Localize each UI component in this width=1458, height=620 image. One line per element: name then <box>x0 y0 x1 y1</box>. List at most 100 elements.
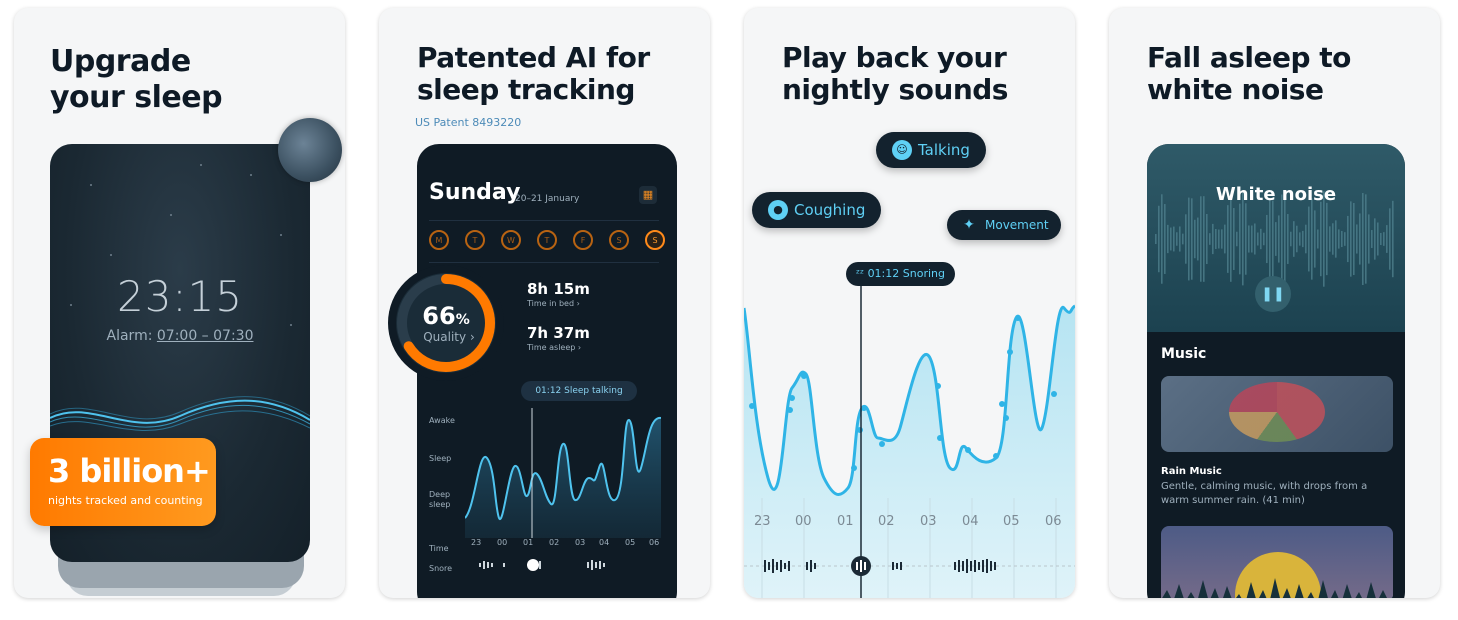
hour-tick: 03 <box>920 514 937 529</box>
divider <box>429 262 659 263</box>
noise-bar <box>1317 229 1319 249</box>
noise-bar <box>1371 230 1373 248</box>
snore-tip-text: 01:12 Snoring <box>867 267 945 280</box>
day-button-selected[interactable]: S <box>645 230 665 250</box>
clock-time: 23:15 <box>116 272 244 321</box>
track-artwork-sunset[interactable] <box>1161 526 1393 598</box>
noise-bar <box>1254 223 1256 255</box>
noise-bar <box>1323 191 1325 287</box>
noise-bar <box>1290 231 1292 247</box>
quality-label[interactable]: Quality › <box>419 330 479 344</box>
noise-bar <box>1167 224 1169 254</box>
hour-tick: 01 <box>837 514 854 529</box>
y-axis-label: Deep sleep <box>429 490 451 509</box>
hour-tick: 02 <box>878 514 895 529</box>
noise-bar <box>1332 223 1334 255</box>
noise-bar <box>1206 213 1208 265</box>
noise-bar <box>1341 230 1343 248</box>
promo-card-sounds: Play back your nightly sounds 23 00 01 0… <box>744 8 1075 598</box>
noise-bar <box>1155 234 1157 244</box>
chip-label: Movement <box>985 218 1049 232</box>
day-button[interactable]: S <box>609 230 629 250</box>
noise-bar <box>1158 205 1160 273</box>
sound-graph <box>744 284 1075 598</box>
noise-bar <box>1368 214 1370 264</box>
noise-bar <box>1242 192 1244 286</box>
noise-bar <box>1347 215 1349 263</box>
noise-bar <box>1299 232 1301 246</box>
track-title[interactable]: Rain Music <box>1161 466 1222 477</box>
quality-value: 66% <box>419 302 473 330</box>
day-button[interactable]: F <box>573 230 593 250</box>
noise-bar <box>1185 214 1187 264</box>
event-tooltip[interactable]: 01:12 Sleep talking <box>521 381 637 401</box>
promo-card-upgrade: Upgrade your sleep 23:15 Alarm: 07:00 – … <box>14 8 345 598</box>
pause-button[interactable]: ❚❚ <box>1255 276 1291 312</box>
day-button[interactable]: M <box>429 230 449 250</box>
noise-bar <box>1251 225 1253 253</box>
noise-bar <box>1176 232 1178 246</box>
noise-bar <box>1359 213 1361 265</box>
alarm-value[interactable]: 07:00 – 07:30 <box>156 328 254 344</box>
card-title: Play back your nightly sounds <box>782 41 1008 106</box>
time-asleep-label-text: Time asleep <box>527 343 576 352</box>
chip-talking[interactable]: ☺ Talking <box>876 132 986 168</box>
noise-bar <box>1350 201 1352 277</box>
track-artwork-rain[interactable] <box>1161 376 1393 452</box>
now-playing-panel <box>1147 144 1405 332</box>
sleep-graph <box>465 408 661 538</box>
noise-bar <box>1173 226 1175 252</box>
snoring-tooltip[interactable]: ᶻᶻ 01:12 Snoring <box>846 262 955 286</box>
noise-bar <box>1338 229 1340 249</box>
card-title: Fall asleep to white noise <box>1147 41 1351 106</box>
noise-bar <box>1302 230 1304 248</box>
noise-bar <box>1389 208 1391 270</box>
noise-bar <box>1233 208 1235 270</box>
noise-bar <box>1257 232 1259 246</box>
noise-bar <box>1269 199 1271 279</box>
noise-bar <box>1287 214 1289 264</box>
day-button[interactable]: T <box>465 230 485 250</box>
y-axis-label: Sleep <box>429 454 452 463</box>
sound-wave-graphic <box>50 396 310 431</box>
noise-bar <box>1191 198 1193 280</box>
noise-bar <box>1215 229 1217 249</box>
alarm-window[interactable]: Alarm: 07:00 – 07:30 <box>50 328 310 344</box>
time-in-bed-value: 8h 15m <box>527 280 590 298</box>
noise-bar <box>1326 202 1328 276</box>
noise-bar <box>1380 232 1382 246</box>
time-asleep-label[interactable]: Time asleep › <box>527 343 581 352</box>
noise-bar <box>1311 198 1313 280</box>
talking-face-icon: ☺ <box>892 140 912 160</box>
hour-tick: 23 <box>754 514 771 529</box>
snore-waveform <box>479 559 605 571</box>
noise-bar <box>1383 232 1385 246</box>
pause-icon: ❚❚ <box>1261 286 1285 302</box>
hour-tick: 02 <box>549 538 560 547</box>
noise-bar <box>1305 224 1307 254</box>
hour-tick: 05 <box>625 538 636 547</box>
noise-bar <box>1320 201 1322 277</box>
time-in-bed-label[interactable]: Time in bed › <box>527 299 580 308</box>
day-button[interactable]: T <box>537 230 557 250</box>
calendar-icon[interactable]: ▦ <box>639 186 657 204</box>
hour-tick: 04 <box>599 538 610 547</box>
quality-ring[interactable] <box>387 264 505 382</box>
noise-bar <box>1263 232 1265 246</box>
noise-bar <box>1335 220 1337 258</box>
patent-note: US Patent 8493220 <box>415 116 522 129</box>
movement-icon: ✦ <box>963 217 975 233</box>
noise-bar <box>1296 225 1298 253</box>
noise-bar <box>1182 233 1184 245</box>
hour-tick: 00 <box>795 514 812 529</box>
day-button[interactable]: W <box>501 230 521 250</box>
noise-bar <box>1227 205 1229 273</box>
noise-bar <box>1293 221 1295 257</box>
divider <box>429 220 659 221</box>
noise-bar <box>1272 200 1274 278</box>
noise-bar <box>1260 228 1262 250</box>
chip-movement[interactable]: ✦ Movement <box>947 210 1061 240</box>
chip-label: Coughing <box>794 201 866 219</box>
chip-coughing[interactable]: ● Coughing <box>752 192 882 228</box>
noise-bar <box>1386 225 1388 253</box>
